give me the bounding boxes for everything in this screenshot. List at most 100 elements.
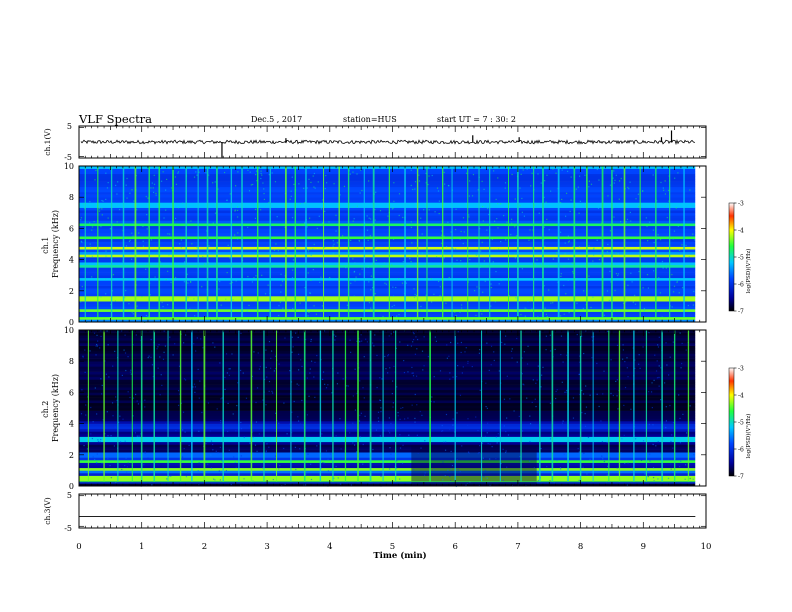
spectrogram-speck: [239, 319, 242, 321]
spectrogram-speck: [482, 205, 484, 208]
spectrogram-speck: [525, 308, 528, 310]
spectrogram-speck: [507, 434, 510, 436]
spectrogram-speck: [303, 187, 305, 189]
spectrogram-speck: [320, 208, 322, 210]
spectrogram-speck: [234, 209, 236, 211]
spectrogram-speck: [109, 228, 111, 230]
spectrogram-speck: [629, 211, 631, 214]
spectrogram-speck: [452, 424, 454, 426]
spectrogram-speck: [529, 229, 531, 231]
spectrogram-speck: [252, 436, 254, 438]
spectrogram-speck: [511, 173, 513, 176]
spectrogram-speck: [235, 466, 237, 468]
spectrogram-strip: [79, 374, 696, 378]
spectrogram-speck: [507, 204, 509, 206]
spectrogram-speck: [539, 263, 542, 266]
spectrogram-speck: [582, 466, 584, 468]
spectrogram-speck: [201, 411, 203, 414]
spectrogram-speck: [491, 238, 494, 241]
spectrogram-speck: [312, 269, 314, 271]
spectrogram-speck: [309, 292, 311, 294]
spectrogram-speck: [615, 174, 617, 176]
spectrogram-speck: [621, 358, 624, 360]
spectrogram-speck: [214, 346, 216, 348]
spectrogram-speck: [91, 255, 93, 257]
spectrogram-speck: [256, 387, 259, 389]
spectrogram-speck: [184, 431, 186, 433]
spectrogram-speck: [106, 187, 109, 189]
ch2-frequency-label: Frequency (kHz): [51, 374, 60, 442]
spectrogram-speck: [275, 412, 277, 414]
spectrogram-speck: [607, 330, 609, 332]
spectrogram-speck: [126, 466, 128, 468]
spectrogram-speck: [477, 453, 479, 455]
spectrogram-speck: [130, 373, 132, 375]
x-tick-label: 8: [578, 542, 583, 552]
spectrogram-speck: [428, 175, 430, 177]
x-tick-label: 2: [202, 542, 207, 552]
x-tick-label: 3: [264, 542, 269, 552]
spectrogram-speck: [305, 473, 307, 475]
spectrogram-speck: [514, 319, 516, 321]
spectrogram-speck: [110, 477, 112, 479]
spectrogram-speck: [460, 341, 462, 344]
spectrogram-speck: [666, 216, 668, 219]
spectrogram-speck: [609, 319, 611, 321]
spectrogram-speck: [280, 291, 282, 293]
spectrogram-speck: [392, 207, 394, 209]
spectrogram-speck: [385, 283, 387, 285]
spectrogram-speck: [533, 204, 536, 206]
spectrogram-speck: [438, 280, 440, 283]
spectrogram-speck: [577, 186, 579, 188]
spectrogram-speck: [522, 383, 524, 385]
spectrogram-speck: [161, 384, 163, 387]
spectrogram-speck: [271, 390, 273, 392]
spectrogram-speck: [105, 278, 107, 280]
spectrogram-speck: [265, 450, 267, 453]
spectrogram-speck: [261, 274, 263, 276]
spectrogram-speck: [657, 478, 659, 480]
spectrogram-speck: [601, 455, 603, 457]
spectrogram-speck: [652, 229, 655, 231]
time-axis-tick-labels: 0 1 2 3 4 5 6 7 8 9 10: [76, 542, 711, 552]
spectrogram-speck: [486, 477, 488, 479]
spectrogram-speck: [227, 430, 229, 433]
spectrogram-speck: [411, 372, 413, 374]
spectrogram-speck: [489, 458, 491, 460]
spectrogram-speck: [588, 180, 590, 182]
spectrogram-speck: [479, 445, 481, 447]
spectrogram-speck: [249, 171, 251, 173]
spectrogram-speck: [537, 365, 539, 367]
spectrogram-speck: [544, 180, 546, 182]
spectrogram-speck: [401, 462, 404, 464]
spectrogram-speck: [138, 232, 140, 234]
spectrogram-speck: [304, 202, 306, 204]
spectrogram-speck: [127, 356, 129, 358]
spectrogram-speck: [308, 178, 310, 180]
spectrogram-speck: [116, 204, 118, 206]
spectrogram-speck: [365, 338, 367, 340]
spectrogram-speck: [433, 293, 435, 295]
spectrogram-speck: [102, 419, 104, 421]
spectrogram-speck: [679, 442, 682, 444]
spectrogram-speck: [414, 393, 416, 396]
spectrogram-speck: [248, 265, 250, 268]
spectrogram-speck: [346, 385, 348, 387]
spectrogram-speck: [670, 468, 672, 470]
spectrogram-speck: [364, 415, 366, 417]
spectrogram-speck: [354, 409, 357, 411]
spectrogram-strip: [79, 283, 696, 286]
spectrogram-speck: [297, 353, 300, 355]
spectrogram-speck: [115, 481, 117, 483]
spectrogram-speck: [620, 452, 622, 454]
spectrogram-speck: [549, 402, 552, 404]
spectrogram-speck: [447, 469, 449, 471]
spectrogram-speck: [186, 472, 189, 474]
spectrogram-speck: [555, 172, 557, 174]
spectrogram-speck: [443, 441, 445, 443]
spectrogram-speck: [422, 369, 424, 371]
spectrogram-strip: [79, 212, 696, 216]
spectrogram-speck: [416, 338, 419, 341]
spectrogram-speck: [490, 345, 493, 347]
